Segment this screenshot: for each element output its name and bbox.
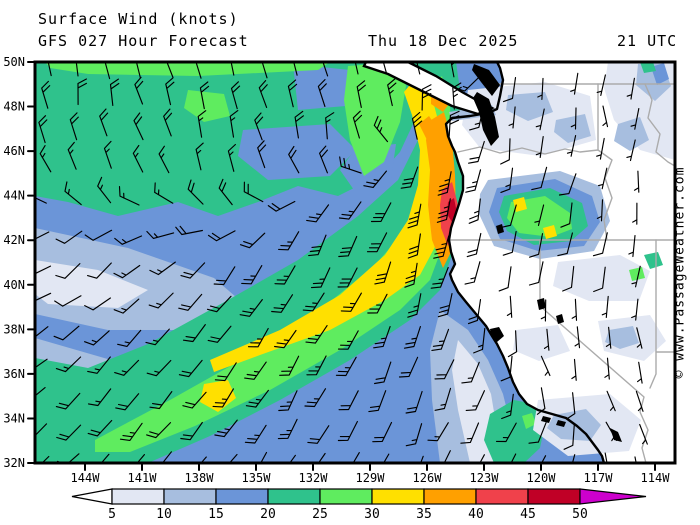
state-borders	[449, 83, 675, 463]
svg-text:144W: 144W	[71, 471, 101, 485]
svg-text:42N: 42N	[3, 233, 25, 247]
svg-text:34N: 34N	[3, 411, 25, 425]
svg-text:5: 5	[108, 507, 116, 522]
svg-text:123W: 123W	[470, 471, 500, 485]
svg-text:36N: 36N	[3, 367, 25, 381]
map-area	[35, 62, 675, 463]
svg-text:132W: 132W	[299, 471, 329, 485]
svg-text:44N: 44N	[3, 189, 25, 203]
svg-text:45: 45	[520, 507, 536, 522]
svg-text:138W: 138W	[185, 471, 215, 485]
svg-text:30: 30	[364, 507, 380, 522]
map-frame-and-axes: 50N 48N 46N 44N 42N 40N 38N 36N 34N 32N 144W 141W 13…	[3, 55, 677, 485]
lat-axis: 50N 48N 46N 44N 42N 40N 38N 36N 34N 32N	[3, 55, 36, 470]
color-scale-legend: 5 10 15 20 25 30 35 40 45 50	[71, 488, 647, 522]
forecast-utc-time: 21 UTC	[617, 32, 678, 50]
lon-axis: 144W 141W 138W 135W 132W 129W 126W 123W 120W 117W…	[71, 462, 671, 485]
svg-text:117W: 117W	[584, 471, 614, 485]
svg-text:40N: 40N	[3, 278, 25, 292]
svg-text:10: 10	[156, 507, 172, 522]
forecast-date: Thu 18 Dec 2025	[368, 32, 519, 50]
forecast-subtitle: GFS 027 Hour Forecast	[38, 32, 249, 50]
svg-text:129W: 129W	[356, 471, 386, 485]
svg-text:15: 15	[208, 507, 224, 522]
svg-text:38N: 38N	[3, 322, 25, 336]
coastline	[362, 62, 622, 463]
svg-text:20: 20	[260, 507, 276, 522]
svg-text:135W: 135W	[242, 471, 272, 485]
copyright-watermark: © www.PassageWeather.com	[672, 166, 688, 379]
svg-text:120W: 120W	[527, 471, 557, 485]
page-title: Surface Wind (knots)	[38, 10, 239, 28]
svg-text:50: 50	[572, 507, 588, 522]
svg-text:46N: 46N	[3, 144, 25, 158]
svg-text:35: 35	[416, 507, 432, 522]
svg-text:141W: 141W	[128, 471, 158, 485]
svg-text:48N: 48N	[3, 100, 25, 114]
svg-text:25: 25	[312, 507, 328, 522]
svg-text:40: 40	[468, 507, 484, 522]
svg-text:50N: 50N	[3, 55, 25, 69]
svg-text:32N: 32N	[3, 456, 25, 470]
svg-text:126W: 126W	[413, 471, 443, 485]
svg-text:114W: 114W	[641, 471, 671, 485]
wind-barbs	[35, 62, 648, 463]
